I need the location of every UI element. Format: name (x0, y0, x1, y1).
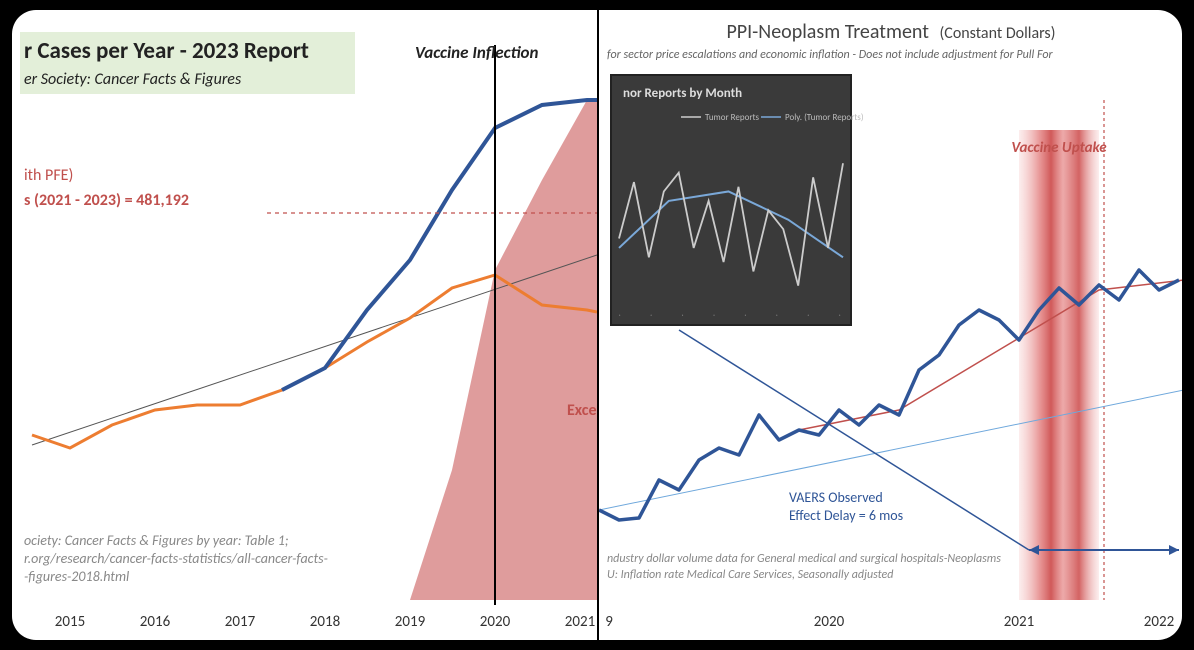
svg-text:Poly. (Tumor Reports): Poly. (Tumor Reports) (785, 112, 864, 123)
left-title-1: r Cases per Year - 2023 Report (24, 37, 309, 65)
xtick: 2016 (140, 613, 171, 631)
uptake-band (1019, 130, 1099, 600)
source-3: -figures-2018.html (24, 568, 129, 585)
xtick: 2019 (395, 613, 426, 631)
right-subtitle: for sector price escalations and economi… (607, 48, 1053, 62)
right-chart-panel: 9 2020 2021 2022 PPI-Neoplasm Treatment (Co… (597, 10, 1182, 640)
excess-area (410, 100, 597, 600)
vaccine-inflection-label: Vaccine Inflection (415, 42, 539, 63)
red-text-1: ith PFE) (24, 166, 73, 185)
left-chart-svg: 2015 2016 2017 2018 2019 2020 2021 r Cases per… (12, 10, 597, 640)
xtick: 2018 (310, 613, 340, 631)
right-chart-svg: 9 2020 2021 2022 PPI-Neoplasm Treatment (Co… (599, 10, 1182, 640)
left-chart-panel: 2015 2016 2017 2018 2019 2020 2021 r Cases per… (12, 10, 597, 640)
xtick: 2021 (565, 613, 595, 631)
vaers-1: VAERS Observed (789, 489, 883, 506)
right-title: PPI-Neoplasm Treatment (Constant Dollars… (726, 20, 1055, 44)
footer-2: U: Inflation rate Medical Care Services,… (607, 568, 893, 582)
xtick: 2021 (1004, 613, 1034, 631)
left-title-2: er Society: Cancer Facts & Figures (24, 70, 242, 89)
xtick: 9 (605, 613, 613, 631)
vaers-2: Effect Delay = 6 mos (789, 507, 903, 524)
red-trend-curve (799, 280, 1182, 430)
vaccine-uptake-label: Vaccine Uptake (1011, 139, 1107, 157)
xtick: 2015 (55, 613, 85, 631)
svg-text:Tumor Reports: Tumor Reports (705, 112, 759, 123)
left-xaxis: 2015 2016 2017 2018 2019 2020 2021 (55, 613, 595, 631)
xtick: 2020 (814, 613, 845, 631)
inset-chart: nor Reports by Month Tumor Reports Poly.… (611, 75, 864, 325)
excess-label: Exce (567, 401, 597, 420)
source-2: r.org/research/cancer-facts-statistics/a… (24, 550, 328, 567)
xtick: 2020 (480, 613, 511, 631)
chart-pair-frame: 2015 2016 2017 2018 2019 2020 2021 r Cases per… (12, 10, 1182, 640)
xtick: 2022 (1144, 613, 1174, 631)
xtick: 2017 (225, 613, 256, 631)
right-xaxis: 9 2020 2021 2022 (605, 613, 1174, 631)
source-1: ociety: Cancer Facts & Figures by year: … (24, 532, 289, 549)
red-text-2: s (2021 - 2023) = 481,192 (24, 191, 189, 210)
inset-title: nor Reports by Month (623, 86, 742, 101)
footer-1: ndustry dollar volume data for General m… (607, 552, 1001, 566)
